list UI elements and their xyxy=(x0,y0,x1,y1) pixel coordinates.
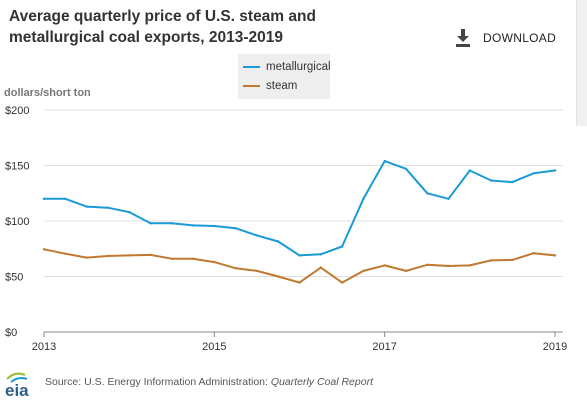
data-point-steam-1 xyxy=(64,252,67,255)
x-tick-label-3: 2019 xyxy=(543,341,567,353)
scrollbar[interactable] xyxy=(576,0,587,126)
data-point-metallurgical-9 xyxy=(234,227,237,230)
data-point-metallurgical-19 xyxy=(447,197,450,200)
data-point-metallurgical-16 xyxy=(383,159,386,163)
data-point-metallurgical-6 xyxy=(170,222,173,225)
data-point-metallurgical-24 xyxy=(553,169,557,172)
legend-label-steam: steam xyxy=(266,80,298,92)
source-note: Source: U.S. Energy Information Administ… xyxy=(45,376,373,388)
legend: metallurgical steam xyxy=(238,54,331,99)
eia-logo-text: eia xyxy=(5,381,29,400)
data-point-metallurgical-2 xyxy=(85,205,88,208)
data-point-metallurgical-5 xyxy=(149,222,152,225)
data-point-steam-24 xyxy=(553,254,557,257)
data-point-metallurgical-3 xyxy=(106,206,110,209)
data-point-steam-0 xyxy=(42,248,46,251)
y-tick-label-2: $100 xyxy=(5,216,29,228)
data-point-steam-13 xyxy=(319,266,322,269)
data-point-steam-15 xyxy=(362,269,365,273)
legend-label-metallurgical: metallurgical xyxy=(266,61,331,73)
data-point-steam-18 xyxy=(426,263,429,266)
data-point-steam-3 xyxy=(106,254,110,258)
data-point-metallurgical-8 xyxy=(213,224,216,228)
data-point-steam-16 xyxy=(383,264,386,267)
data-point-metallurgical-0 xyxy=(42,197,46,200)
data-point-metallurgical-12 xyxy=(298,254,301,257)
data-point-steam-17 xyxy=(404,269,408,273)
legend-item-metallurgical[interactable]: metallurgical xyxy=(238,57,331,77)
data-point-metallurgical-11 xyxy=(277,240,280,243)
data-point-steam-4 xyxy=(128,254,131,257)
legend-swatch-metallurgical xyxy=(243,66,260,68)
data-point-metallurgical-20 xyxy=(468,169,471,172)
x-tick-label-2: 2017 xyxy=(372,341,396,353)
download-label: DOWNLOAD xyxy=(483,31,557,45)
data-point-metallurgical-15 xyxy=(362,197,365,200)
data-point-metallurgical-13 xyxy=(319,253,322,256)
data-point-steam-19 xyxy=(447,264,450,268)
data-point-steam-10 xyxy=(255,269,259,273)
data-point-metallurgical-17 xyxy=(404,167,408,170)
download-icon xyxy=(456,29,470,47)
x-tick-label-0: 2013 xyxy=(32,341,56,353)
data-point-metallurgical-22 xyxy=(511,180,514,184)
x-tick-label-1: 2015 xyxy=(202,341,226,353)
data-point-metallurgical-1 xyxy=(64,197,67,200)
legend-swatch-steam xyxy=(243,85,260,87)
data-point-metallurgical-23 xyxy=(532,172,535,175)
data-point-steam-7 xyxy=(191,257,195,260)
data-point-steam-23 xyxy=(532,252,535,255)
data-point-steam-6 xyxy=(170,257,173,260)
y-axis-label: dollars/short ton xyxy=(4,87,91,99)
data-point-steam-2 xyxy=(85,256,88,259)
data-point-metallurgical-14 xyxy=(340,245,344,248)
data-point-steam-8 xyxy=(213,260,216,264)
data-point-metallurgical-7 xyxy=(191,224,195,227)
data-point-steam-14 xyxy=(340,281,344,284)
data-point-steam-20 xyxy=(468,264,471,267)
data-point-steam-22 xyxy=(511,258,514,262)
data-point-steam-21 xyxy=(489,259,493,262)
data-point-metallurgical-21 xyxy=(489,179,493,182)
y-tick-label-4: $200 xyxy=(5,105,29,117)
data-point-metallurgical-4 xyxy=(128,210,131,214)
data-point-metallurgical-10 xyxy=(255,234,259,237)
data-point-steam-5 xyxy=(149,253,152,257)
data-point-steam-9 xyxy=(234,267,237,270)
series-line-metallurgical xyxy=(44,160,556,257)
download-button[interactable]: DOWNLOAD xyxy=(455,28,556,48)
data-point-metallurgical-18 xyxy=(426,192,429,195)
chart-title: Average quarterly price of U.S. steam an… xyxy=(9,8,316,46)
source-prefix: Source: U.S. Energy Information Administ… xyxy=(45,376,271,388)
source-report-link: Quarterly Coal Report xyxy=(270,376,373,388)
legend-item-steam[interactable]: steam xyxy=(238,76,297,96)
eia-logo: eia xyxy=(5,372,29,400)
y-tick-label-3: $150 xyxy=(5,161,29,173)
data-point-steam-11 xyxy=(277,275,280,278)
data-point-steam-12 xyxy=(298,281,301,284)
y-tick-label-0: $0 xyxy=(5,327,17,339)
y-tick-label-1: $50 xyxy=(5,272,23,284)
